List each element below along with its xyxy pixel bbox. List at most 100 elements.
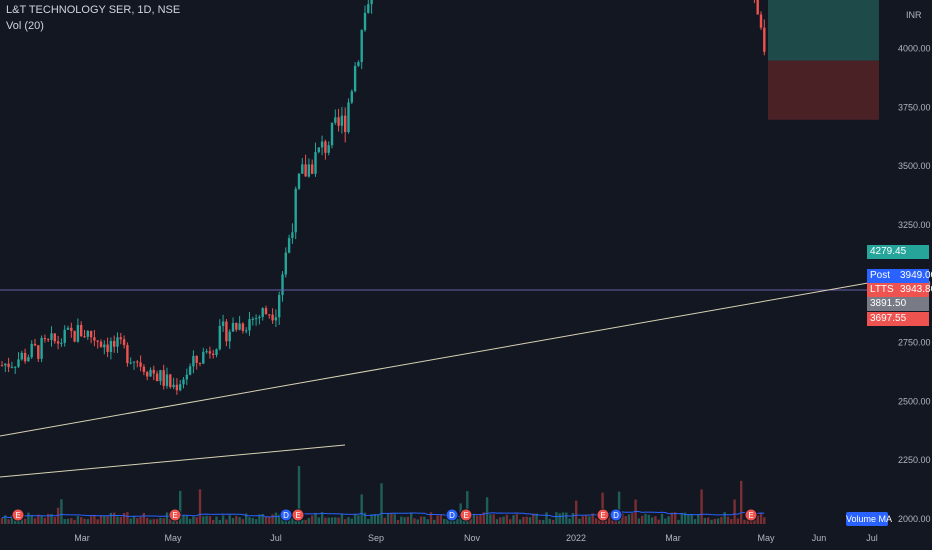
volume-bar: [344, 519, 347, 524]
volume-bar: [261, 513, 264, 524]
candle-body: [169, 374, 172, 388]
volume-bar: [683, 512, 687, 524]
volume-bar: [113, 512, 116, 524]
volume-bar: [617, 491, 621, 524]
volume-bar: [403, 517, 406, 524]
volume-bar: [274, 512, 278, 524]
candle-body: [314, 152, 317, 174]
volume-bar: [390, 513, 393, 524]
volume-ma-button[interactable]: Volume MA: [846, 512, 893, 526]
candle-body: [4, 363, 7, 366]
volume-bar: [215, 516, 218, 524]
symbol-title: L&T TECHNOLOGY SER, 1D, NSE: [6, 4, 181, 16]
candle-body: [228, 331, 231, 342]
volume-bar: [680, 512, 683, 524]
x-tick-label: 2022: [566, 533, 586, 543]
candle-body: [159, 370, 162, 382]
candle-body: [261, 308, 264, 317]
candle-body: [53, 333, 56, 342]
candle-body: [241, 323, 245, 331]
candle-body: [231, 322, 235, 332]
volume-bar: [492, 514, 495, 524]
volume-bar: [241, 519, 245, 524]
volume-bar: [27, 512, 30, 524]
volume-bar: [169, 518, 172, 524]
candle-body: [254, 318, 258, 320]
ltts-price-tag: LTTS 3943.80: [867, 283, 932, 297]
volume-bar: [499, 517, 502, 524]
volume-bar: [591, 513, 594, 524]
marker-letter: E: [172, 511, 177, 520]
marker-letter: E: [463, 511, 468, 520]
candle-body: [7, 363, 10, 368]
candle-body: [202, 351, 205, 364]
volume-bar: [525, 516, 528, 524]
candle-body: [37, 345, 40, 359]
marker-price-value: 3891.50: [870, 298, 907, 309]
volume-bar: [578, 518, 581, 524]
volume-bar: [621, 513, 624, 524]
volume-bar: [476, 515, 479, 524]
volume-bar: [690, 514, 693, 524]
time-axis: Mar May Jul Sep Nov 2022 Mar May Jun Jul: [74, 533, 878, 543]
candle-body: [327, 145, 330, 153]
volume-bar: [245, 513, 248, 524]
volume-bar: [588, 516, 591, 524]
candle-body: [357, 62, 360, 66]
candle-body: [251, 318, 254, 320]
volume-bar: [386, 513, 390, 524]
candle-body: [344, 115, 347, 133]
volume-bar: [644, 513, 647, 524]
volume-bars: [0, 466, 766, 524]
volume-bar: [212, 519, 215, 524]
volume-bar: [515, 514, 518, 524]
y-tick-label: 3500.00: [898, 161, 931, 171]
candle-body: [96, 340, 99, 342]
candle-body: [363, 12, 367, 31]
volume-bar: [466, 491, 469, 524]
volume-bar: [146, 517, 149, 524]
candle-body: [370, 0, 373, 5]
volume-bar: [568, 518, 571, 524]
candle-body: [248, 319, 251, 331]
marker-letter: D: [613, 511, 619, 520]
candle-body: [47, 339, 50, 341]
candle-body: [291, 232, 294, 239]
volume-bar: [485, 497, 489, 524]
candle-body: [80, 325, 83, 337]
volume-bar: [674, 512, 677, 524]
volume-bar: [637, 518, 641, 524]
volume-bar: [132, 515, 136, 524]
volume-bar: [33, 518, 37, 524]
candle-body: [132, 361, 136, 363]
volume-bar: [367, 519, 370, 524]
volume-bar: [159, 517, 162, 524]
x-tick-label: Jul: [866, 533, 878, 543]
post-price-tag: Post 3949.00: [867, 269, 932, 283]
position-zones: [768, 0, 879, 120]
trendline-long: [299, 282, 869, 384]
candle-body: [30, 343, 33, 358]
candle-body: [179, 384, 182, 391]
candle-body: [185, 374, 188, 380]
volume-bar: [667, 516, 670, 524]
volume-bar: [188, 518, 192, 524]
volume-bar: [86, 519, 89, 524]
candle-body: [324, 141, 327, 153]
volume-bar: [740, 480, 743, 524]
volume-bar: [657, 519, 660, 524]
volume-bar: [347, 517, 350, 524]
volume-bar: [63, 518, 66, 524]
volume-bar: [426, 519, 429, 524]
volume-bar: [47, 513, 50, 524]
target-zone: [768, 0, 879, 61]
volume-bar: [733, 499, 736, 524]
volume-ma-line: [1, 510, 765, 519]
volume-bar: [360, 494, 363, 524]
y-tick-label: 3250.00: [898, 220, 931, 230]
volume-bar: [581, 516, 584, 524]
candle-body: [347, 102, 350, 133]
candle-body: [83, 336, 86, 338]
candle-body: [175, 384, 179, 391]
